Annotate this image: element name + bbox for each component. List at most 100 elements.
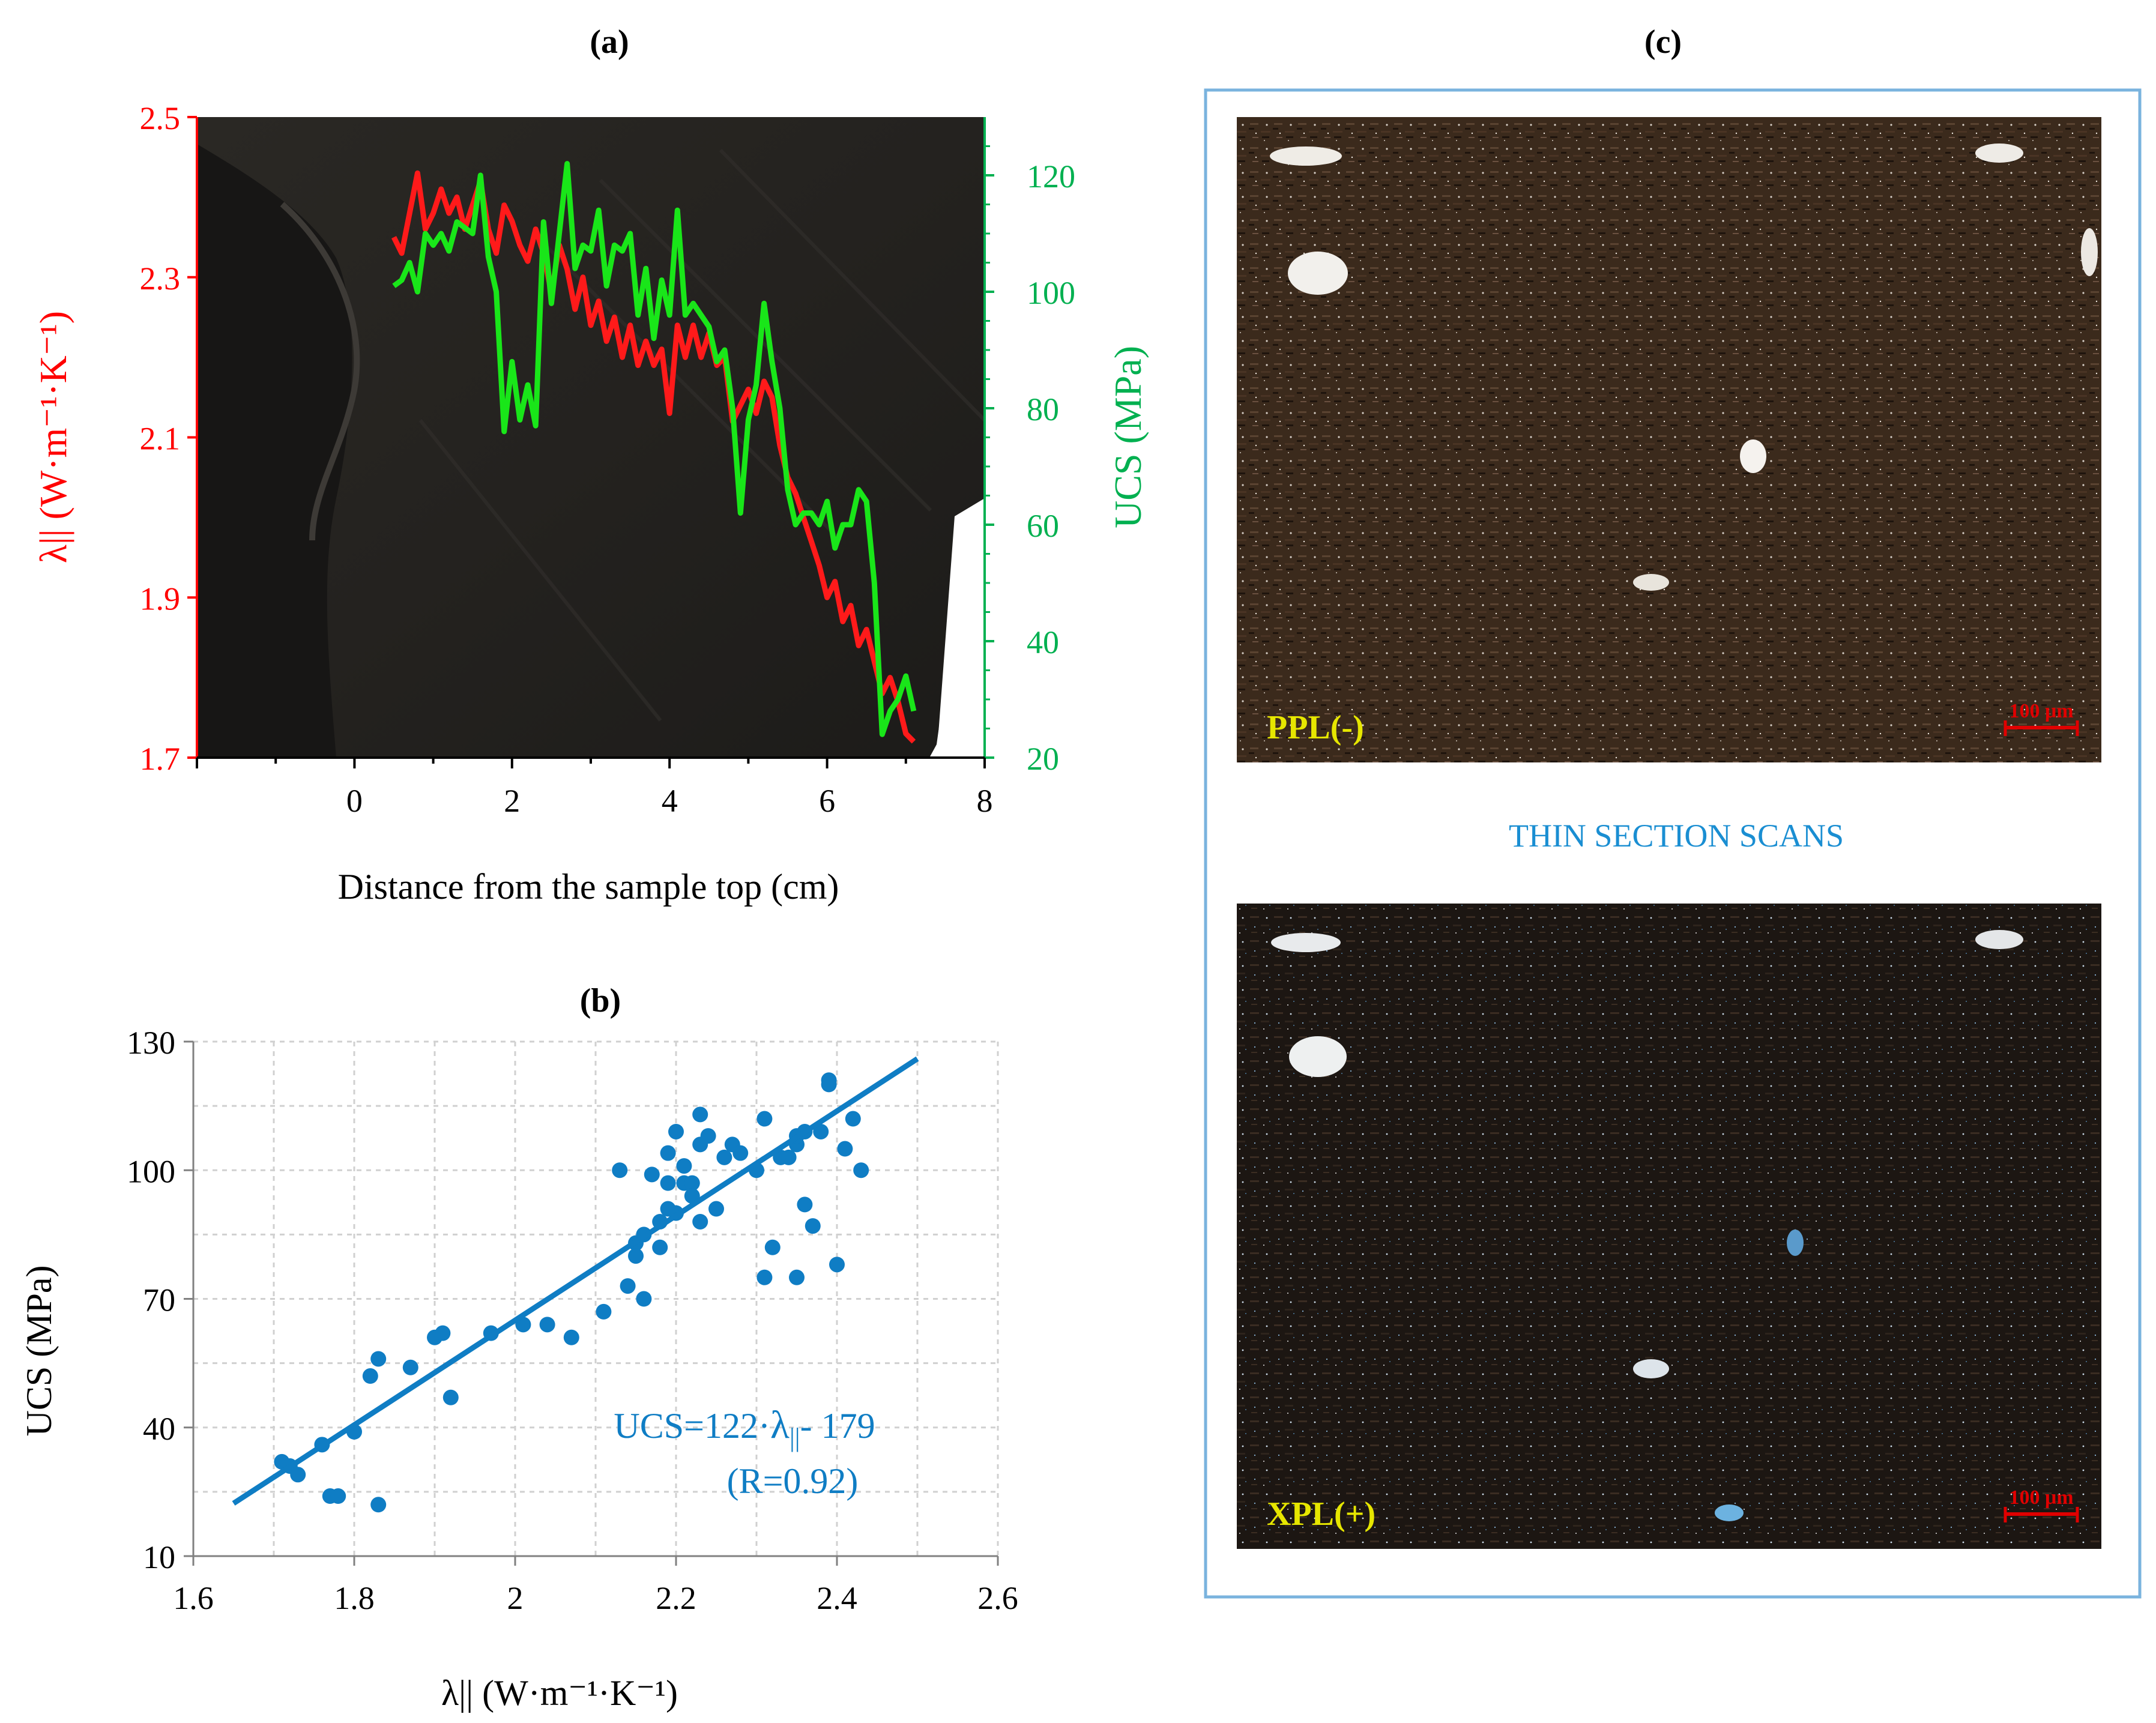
right-y-tick-label: 120 <box>1027 158 1075 195</box>
panel-b-y-axis-title: UCS (MPa) <box>19 1265 59 1436</box>
equation-suffix: - 179 <box>800 1406 875 1446</box>
right-y-tick-label: 60 <box>1027 508 1059 544</box>
x-tick-label: 1.8 <box>334 1580 375 1616</box>
right-y-tick-label: 100 <box>1027 275 1075 311</box>
left-y-tick-label: 2.5 <box>140 100 181 136</box>
scatter-point <box>716 1149 732 1165</box>
scatter-point <box>764 1239 781 1255</box>
x-tick-label: 1.6 <box>173 1580 214 1616</box>
panel-a-left-axis-title-text: λ|| (W·m⁻¹·K⁻¹) <box>32 311 74 563</box>
panel-b-points <box>274 1072 869 1513</box>
regression-equation: UCS=122·λ||- 179 <box>614 1403 875 1452</box>
equation-subscript: || <box>790 1423 800 1452</box>
scatter-point <box>684 1175 700 1191</box>
scatter-point <box>370 1351 387 1367</box>
scatter-point <box>563 1329 579 1345</box>
scatter-point <box>813 1123 829 1139</box>
panel-a-label: (a) <box>590 23 629 61</box>
panel-a-series <box>391 161 917 744</box>
panel-b-scatter-chart: (b) 10 40 70 100 130 1.6 1.8 2 2.2 2.4 2.6 UCS=122… <box>19 982 1018 1713</box>
scatter-point <box>668 1123 684 1139</box>
x-tick-label: 4 <box>662 783 678 819</box>
panel-b-y-axis-title-text: UCS (MPa) <box>19 1265 59 1436</box>
left-y-tick-label: 1.7 <box>140 741 181 777</box>
x-tick-label: 2.2 <box>656 1580 696 1616</box>
scatter-point <box>756 1269 773 1285</box>
scatter-point <box>732 1145 749 1161</box>
left-y-tick-label: 2.1 <box>140 421 181 457</box>
scatter-point <box>692 1213 708 1230</box>
scatter-point <box>821 1076 837 1093</box>
y-tick-label: 10 <box>143 1539 175 1575</box>
scatter-point <box>402 1359 418 1375</box>
ppl-scale-bar: 100 μm <box>2004 700 2079 736</box>
x-tick-label: 8 <box>977 783 993 819</box>
panel-a-dual-axis-line-chart: (a) 1.7 1.9 2.1 2.3 2.5 20 40 60 80 100 120 0 2 4 6 8 D… <box>32 23 1149 907</box>
xpl-scale-text: 100 μm <box>2009 1486 2073 1509</box>
thin-section-frame <box>1204 88 2142 1599</box>
scatter-point <box>362 1368 378 1384</box>
x-tick-label: 0 <box>346 783 363 819</box>
xpl-scale-bar: 100 μm <box>2004 1486 2079 1522</box>
scatter-point <box>837 1141 853 1157</box>
y-tick-label: 100 <box>127 1153 175 1189</box>
y-tick-label: 130 <box>127 1025 175 1061</box>
scatter-point <box>596 1303 612 1320</box>
scatter-point <box>756 1111 773 1127</box>
scatter-point <box>435 1325 451 1341</box>
scatter-point <box>781 1149 797 1165</box>
rock-sample-photo <box>197 117 986 758</box>
ppl-image: PPL(-) 100 μm <box>1237 117 2101 762</box>
panel-a-x-axis-title: Distance from the sample top (cm) <box>338 867 839 907</box>
scatter-point <box>789 1269 805 1285</box>
panel-c-label: (c) <box>1644 23 1682 61</box>
x-tick-label: 2.6 <box>977 1580 1018 1616</box>
panel-b-fit <box>232 1056 919 1506</box>
scatter-point <box>676 1158 692 1174</box>
scatter-point <box>853 1162 869 1178</box>
equation-symbol: λ <box>770 1403 790 1447</box>
ppl-label: PPL(-) <box>1267 709 1364 746</box>
left-y-tick-label: 1.9 <box>140 581 181 617</box>
xpl-image: XPL(+) 100 μm <box>1237 904 2101 1549</box>
scatter-point <box>692 1106 708 1123</box>
scatter-point <box>845 1111 861 1127</box>
x-tick-label: 2 <box>507 1580 524 1616</box>
scatter-point <box>829 1257 845 1273</box>
panel-b-axes: 10 40 70 100 130 1.6 1.8 2 2.2 2.4 2.6 <box>127 1025 1018 1616</box>
regression-line <box>232 1056 919 1506</box>
scatter-point <box>636 1291 652 1307</box>
x-tick-label: 6 <box>819 783 835 819</box>
panel-c-thin-section: (c) PPL(-) 100 μm THIN SECTION SCANS <box>1204 23 2142 1599</box>
x-tick-label: 2.4 <box>817 1580 857 1616</box>
panel-a-axes: 1.7 1.9 2.1 2.3 2.5 20 40 60 80 100 120 0 2 4 6 8 <box>140 100 1076 819</box>
scatter-point <box>290 1467 306 1483</box>
scatter-point <box>660 1145 676 1161</box>
scatter-point <box>644 1166 660 1183</box>
scatter-point <box>652 1239 668 1255</box>
scatter-point <box>805 1218 821 1234</box>
scatter-point <box>539 1317 555 1333</box>
scatter-point <box>330 1488 346 1504</box>
scatter-point <box>370 1497 387 1513</box>
left-y-tick-label: 2.3 <box>140 261 181 297</box>
correlation-coefficient: (R=0.92) <box>727 1461 859 1501</box>
scatter-point <box>620 1278 636 1294</box>
y-tick-label: 40 <box>143 1411 175 1447</box>
panel-b-x-axis-title: λ|| (W·m⁻¹·K⁻¹) <box>441 1673 678 1713</box>
panel-b-grid <box>193 1040 999 1556</box>
scatter-point <box>700 1128 716 1144</box>
right-y-tick-label: 20 <box>1027 741 1059 777</box>
ppl-scale-text: 100 μm <box>2009 700 2073 722</box>
scatter-point <box>442 1389 459 1405</box>
x-tick-label: 2 <box>504 783 520 819</box>
scatter-point <box>708 1201 724 1217</box>
equation-prefix: UCS=122· <box>614 1406 770 1446</box>
panel-a-right-axis-title: UCS (MPa) <box>1107 346 1149 528</box>
scatter-point <box>628 1248 644 1264</box>
xpl-label: XPL(+) <box>1267 1495 1375 1533</box>
scatter-point <box>612 1162 628 1178</box>
thin-section-caption: THIN SECTION SCANS <box>1509 818 1844 854</box>
right-y-tick-label: 40 <box>1027 624 1059 660</box>
